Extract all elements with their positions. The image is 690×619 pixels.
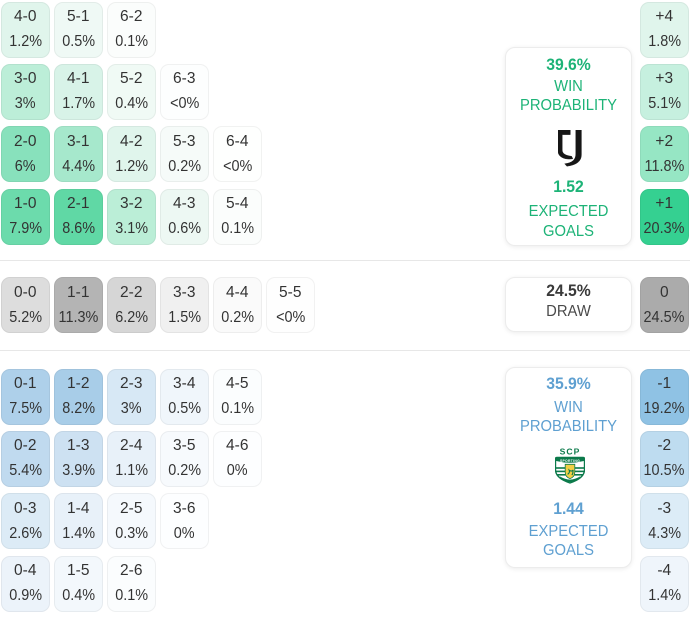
svg-text:SPORTING: SPORTING <box>560 459 580 463</box>
svg-text:SCP: SCP <box>560 446 581 456</box>
